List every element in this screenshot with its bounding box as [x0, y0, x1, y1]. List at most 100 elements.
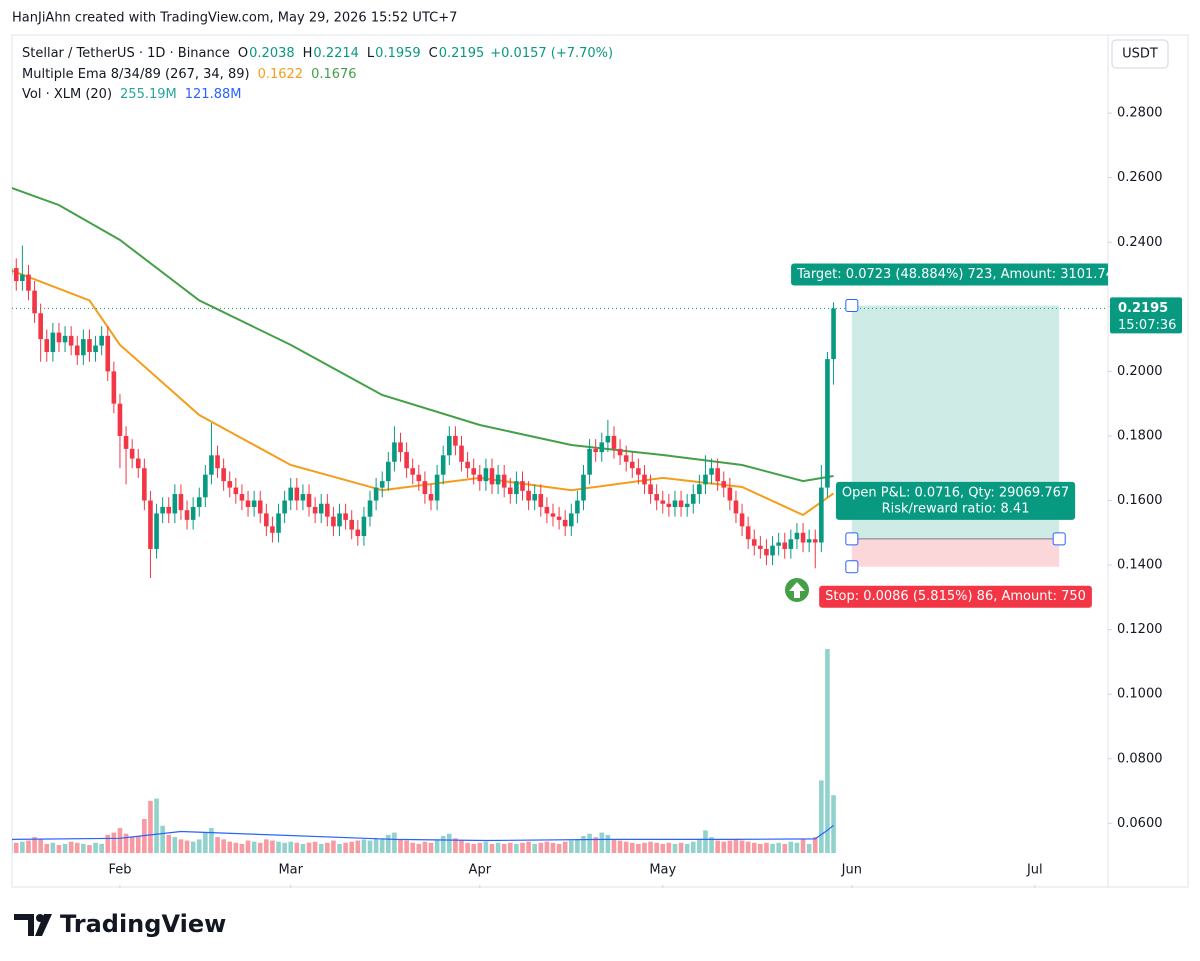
volume-bar: [501, 843, 507, 853]
candle-body: [514, 481, 519, 495]
legend-item: 121.88M: [185, 87, 242, 102]
candle-body: [178, 494, 184, 511]
y-tick-label: 0.1400: [1117, 558, 1163, 573]
candle-body: [111, 371, 117, 404]
candle-body: [257, 500, 263, 514]
legend-item: L: [367, 46, 375, 61]
candle-body: [160, 506, 165, 514]
candle-body: [562, 519, 568, 527]
signal-icon: [785, 578, 809, 602]
candle-body: [538, 494, 544, 507]
volume-bar: [672, 843, 678, 853]
candle-body: [483, 468, 489, 482]
volume-bar: [62, 843, 68, 853]
plot: Target: 0.0723 (48.884%) 723, Amount: 31…: [12, 186, 1108, 853]
candle-body: [361, 516, 367, 537]
volume-bar: [715, 840, 720, 853]
volume-bar: [105, 834, 111, 853]
legend-item: O: [238, 46, 248, 61]
pnl-label: Open P&L: 0.0716, Qty: 29069.767Risk/rew…: [835, 481, 1076, 520]
candle-body: [550, 513, 556, 517]
volume-bar: [32, 837, 37, 853]
volume-bar: [684, 843, 690, 853]
candle-body: [709, 468, 714, 475]
volume-bar: [751, 842, 757, 853]
x-tick-label: Apr: [469, 863, 492, 878]
candle-body: [770, 545, 775, 556]
candle-body: [617, 448, 623, 456]
candle-body: [398, 442, 403, 453]
volume-bar: [50, 842, 56, 853]
volume-bar: [251, 841, 257, 853]
volume-bar: [623, 841, 629, 853]
volume-bar: [404, 840, 409, 853]
volume-bar: [379, 839, 385, 853]
handle: [1052, 532, 1066, 546]
volume-bar: [355, 840, 361, 853]
volume-bar: [568, 840, 574, 853]
volume-bar: [532, 843, 537, 853]
volume-bar: [648, 841, 653, 853]
legend-row: Vol · XLM (20) 255.19M 121.88M: [22, 87, 241, 102]
candle-body: [459, 445, 464, 462]
volume-bar: [514, 843, 519, 853]
currency-box[interactable]: [1111, 39, 1169, 69]
volume-bar: [38, 839, 43, 853]
candle-body: [62, 335, 68, 343]
candle-body: [727, 487, 733, 501]
candle-body: [56, 332, 62, 343]
legend-item: 0.2038: [249, 46, 295, 61]
volume-bar: [831, 795, 836, 853]
candle-body: [654, 494, 659, 501]
candle-body: [410, 468, 416, 475]
candle-body: [581, 474, 586, 501]
candle-body: [142, 468, 147, 501]
y-tick-label: 0.2000: [1117, 364, 1163, 379]
candle-body: [593, 448, 598, 453]
candle-body: [404, 452, 409, 469]
countdown: 15:07:36: [1118, 318, 1176, 333]
pnl-label-text: Risk/reward ratio: 8.41: [882, 501, 1030, 516]
volume-bar: [20, 841, 25, 853]
volume-bar: [764, 842, 769, 853]
target-label: Target: 0.0723 (48.884%) 723, Amount: 31…: [791, 263, 1108, 286]
pnl-label-text: Open P&L: 0.0716, Qty: 29069.767: [842, 485, 1069, 500]
candle-body: [599, 442, 605, 453]
volume-bar: [44, 843, 50, 853]
volume-bar: [172, 837, 178, 853]
legend-row: Stellar / TetherUS · 1D · Binance O0.2038…: [22, 46, 613, 61]
legend-item: H: [303, 46, 313, 61]
y-tick-label: 0.1200: [1117, 622, 1163, 637]
candle-body: [20, 274, 25, 281]
volume-bar: [135, 836, 141, 853]
y-tick-label: 0.1800: [1117, 428, 1163, 443]
candle-body: [422, 481, 428, 495]
candle-body: [227, 481, 233, 488]
candle-body: [306, 494, 312, 507]
ema-line: [12, 269, 835, 517]
volume-bar: [556, 843, 562, 853]
legend-item: Vol · XLM (20): [22, 87, 112, 102]
volume-bar: [178, 839, 184, 853]
volume-bar: [477, 842, 483, 853]
volume-bar: [654, 842, 659, 853]
candle-body: [605, 435, 611, 443]
volume-bar: [276, 841, 281, 853]
candle-body: [678, 500, 684, 507]
volume-bar: [367, 840, 373, 853]
volume-bar: [154, 798, 159, 853]
volume-bar: [776, 842, 781, 853]
candle-body: [105, 335, 111, 372]
candle-body: [477, 474, 483, 482]
candle-body: [465, 461, 470, 469]
volume-bar: [306, 842, 312, 853]
candle-body: [392, 442, 397, 462]
candle-body: [416, 474, 422, 482]
volume-ma: [12, 824, 834, 842]
volume-bar: [166, 834, 172, 853]
candle-body: [331, 516, 336, 527]
candle-body: [526, 490, 531, 501]
candle-body: [379, 481, 385, 488]
volume-bar: [526, 841, 531, 853]
